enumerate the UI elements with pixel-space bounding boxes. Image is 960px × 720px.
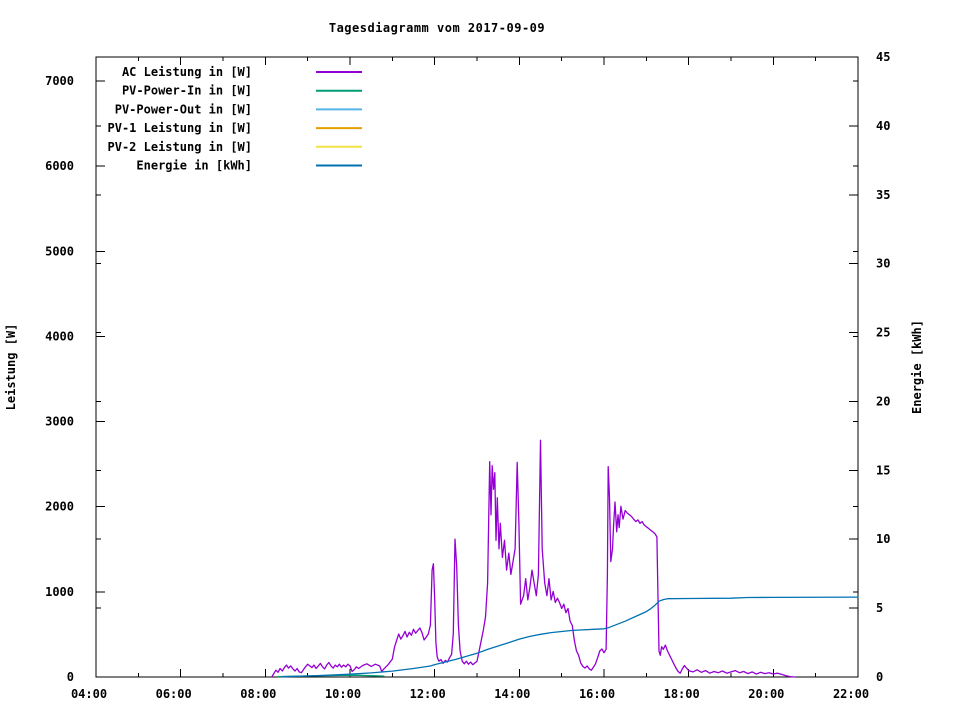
- y-tick-label: 2000: [45, 500, 74, 514]
- y-tick-label: 0: [67, 670, 74, 684]
- y2-tick-label: 45: [876, 50, 890, 64]
- y2-tick-label: 25: [876, 326, 890, 340]
- y-tick-label: 6000: [45, 159, 74, 173]
- x-tick-label: 04:00: [71, 687, 107, 701]
- y-tick-label: 3000: [45, 415, 74, 429]
- legend-label-pv-2-leistung: PV-2 Leistung in [W]: [108, 140, 253, 154]
- x-tick-label: 10:00: [325, 687, 361, 701]
- x-tick-label: 12:00: [410, 687, 446, 701]
- y-tick-label: 7000: [45, 74, 74, 88]
- chart-title: Tagesdiagramm vom 2017-09-09: [328, 21, 546, 35]
- series-energie-line: [281, 596, 859, 678]
- legend-label-pv-power-in: PV-Power-In in [W]: [122, 84, 252, 98]
- y2-tick-label: 15: [876, 463, 890, 477]
- x-tick-label: 18:00: [664, 687, 700, 701]
- y-tick-label: 4000: [45, 329, 74, 343]
- y2-tick-label: 10: [876, 532, 890, 546]
- y-tick-label: 5000: [45, 244, 74, 258]
- series-ac-leistung-line: [271, 439, 796, 678]
- x-tick-label: 08:00: [240, 687, 276, 701]
- y2-tick-label: 35: [876, 188, 890, 202]
- x-tick-label: 20:00: [748, 687, 784, 701]
- x-tick-label: 06:00: [156, 687, 192, 701]
- x-tick-label: 22:00: [833, 687, 869, 701]
- y2-tick-label: 30: [876, 257, 890, 271]
- legend-label-energie: Energie in [kWh]: [136, 159, 252, 173]
- y2-tick-label: 20: [876, 394, 890, 408]
- x-tick-label: 14:00: [494, 687, 530, 701]
- y2-tick-label: 0: [876, 670, 883, 684]
- y2-tick-label: 40: [876, 119, 890, 133]
- y-tick-label: 1000: [45, 585, 74, 599]
- legend-label-pv-1-leistung: PV-1 Leistung in [W]: [108, 121, 253, 135]
- x-tick-label: 16:00: [579, 687, 615, 701]
- legend-label-ac-leistung: AC Leistung in [W]: [122, 65, 252, 79]
- legend-label-pv-power-out: PV-Power-Out in [W]: [115, 102, 252, 116]
- y2-tick-label: 5: [876, 601, 883, 615]
